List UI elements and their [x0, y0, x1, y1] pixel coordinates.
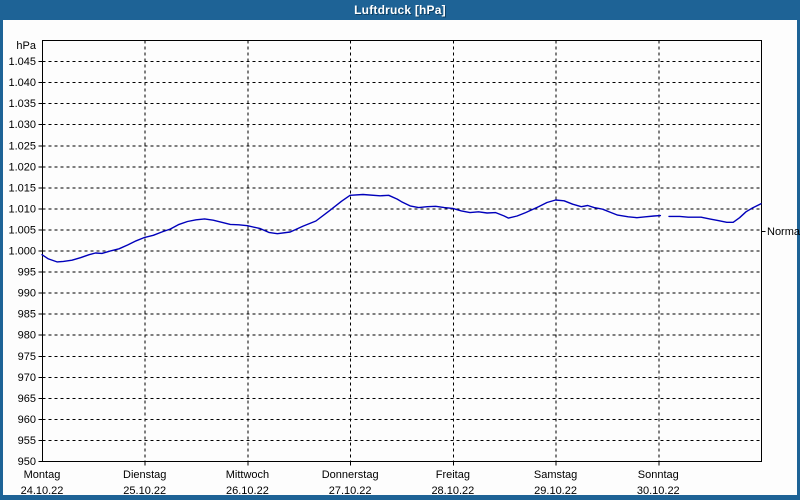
y-tick-label: 965 [18, 393, 36, 405]
series-luftdruck [41, 193, 762, 263]
day-name-label: Montag [24, 469, 61, 481]
y-tick-label: 980 [18, 330, 36, 342]
pressure-curve [41, 193, 662, 263]
y-tick-label: 1.035 [8, 98, 36, 110]
day-name-label: Sonntag [638, 469, 679, 481]
pressure-curve [668, 203, 762, 224]
y-tick-label: 1.005 [8, 224, 36, 236]
day-date-label: 30.10.22 [637, 485, 680, 497]
day-date-label: 27.10.22 [329, 485, 372, 497]
day-name-label: Donnerstag [322, 469, 379, 481]
day-date-label: 29.10.22 [534, 485, 577, 497]
label-layer: 1.045 1.040 1.035 1.030 1.025 1.020 1.015 1.010… [8, 40, 800, 497]
y-tick-label: 960 [18, 414, 36, 426]
y-tick-label: 1.040 [8, 77, 36, 89]
y-tick-label: 955 [18, 435, 36, 447]
y-tick-label: 1.045 [8, 56, 36, 68]
day-date-label: 26.10.22 [226, 485, 269, 497]
y-tick-label: 985 [18, 309, 36, 321]
y-tick-label: 970 [18, 372, 36, 384]
y-tick-label: 950 [18, 456, 36, 468]
y-tick-label: 995 [18, 267, 36, 279]
y-tick-label: 1.000 [8, 246, 36, 258]
titlebar: Luftdruck [hPa] [0, 0, 800, 20]
grid-layer [38, 40, 766, 466]
y-tick-label: 1.020 [8, 161, 36, 173]
y-tick-label: 1.025 [8, 140, 36, 152]
day-date-label: 24.10.22 [21, 485, 64, 497]
y-tick-label: 1.015 [8, 182, 36, 194]
normal-label: Normal [767, 226, 800, 238]
day-name-label: Dienstag [123, 469, 166, 481]
window-title: Luftdruck [hPa] [354, 3, 446, 17]
y-tick-label: 1.010 [8, 203, 36, 215]
y-tick-label: 1.030 [8, 119, 36, 131]
chart-background [3, 20, 797, 495]
day-name-label: Freitag [436, 469, 470, 481]
y-tick-label: 975 [18, 351, 36, 363]
plot-border [42, 40, 762, 462]
y-tick-label: 990 [18, 288, 36, 300]
day-date-label: 28.10.22 [431, 485, 474, 497]
day-date-label: 25.10.22 [123, 485, 166, 497]
day-name-label: Mittwoch [226, 469, 269, 481]
day-name-label: Samstag [534, 469, 577, 481]
y-axis-unit-label: hPa [16, 40, 36, 52]
